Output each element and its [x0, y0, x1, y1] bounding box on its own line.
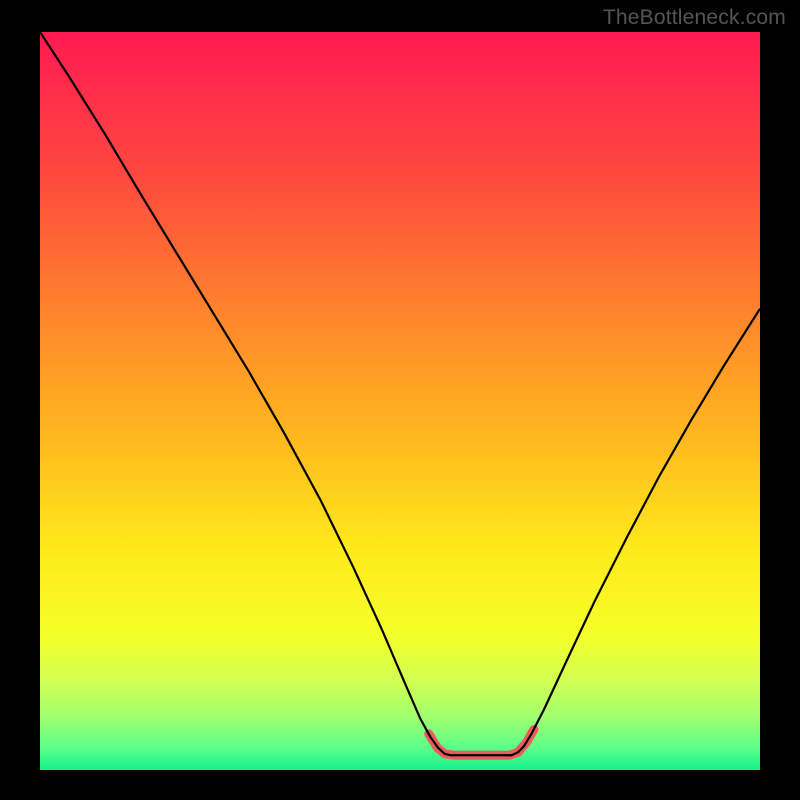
- watermark-text: TheBottleneck.com: [603, 6, 786, 30]
- chart-svg-layer: [40, 32, 760, 770]
- chart-plot-area: [40, 32, 760, 770]
- chart-curve: [40, 32, 760, 755]
